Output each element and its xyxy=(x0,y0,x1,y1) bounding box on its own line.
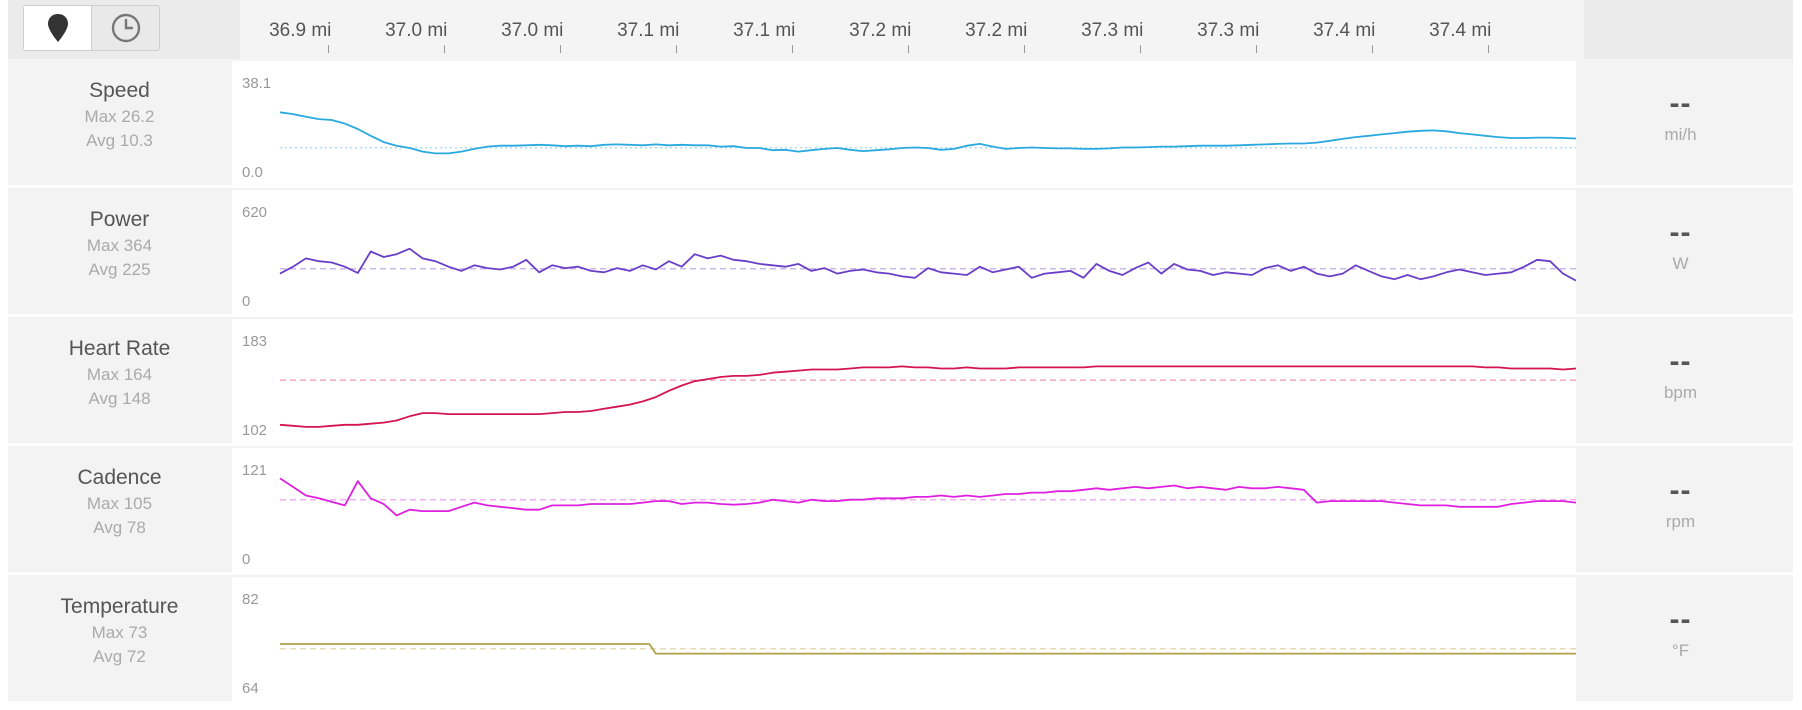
x-tick-label: 37.0 mi xyxy=(385,20,448,41)
power-plot[interactable]: 620 0 xyxy=(232,190,1576,314)
metric-max: Max 164 xyxy=(86,365,153,384)
metric-name: Cadence xyxy=(77,466,162,489)
x-tick-mark xyxy=(792,45,793,53)
x-tick-mark xyxy=(1372,45,1373,53)
x-tick-mark xyxy=(444,45,445,53)
cadence-row: Cadence Max 105 Avg 78 121 0 -- rpm xyxy=(8,446,1793,572)
y-max-label: 121 xyxy=(242,462,268,479)
metric-max: Max 364 xyxy=(86,236,153,255)
y-max-label: 620 xyxy=(242,204,268,221)
series-line xyxy=(280,643,1576,655)
top-toolbar: 36.9 mi 37.0 mi 37.0 mi 37.1 mi 37.1 mi … xyxy=(8,0,1793,59)
x-tick-label: 37.1 mi xyxy=(733,20,796,41)
map-marker-button[interactable] xyxy=(24,6,91,50)
x-tick-mark xyxy=(1488,45,1489,53)
heart-rate-summary: Heart Rate Max 164 Avg 148 xyxy=(8,317,231,443)
metric-name: Power xyxy=(89,208,150,231)
y-max-label: 38.1 xyxy=(242,75,272,92)
temperature-summary: Temperature Max 73 Avg 72 xyxy=(8,575,231,701)
series-line xyxy=(279,365,1576,428)
x-tick-label: 37.4 mi xyxy=(1429,20,1492,41)
x-tick-mark xyxy=(676,45,677,53)
metric-avg: Avg 72 xyxy=(93,647,146,666)
heart-rate-plot[interactable]: 183 102 xyxy=(232,319,1576,443)
speed-summary: Speed Max 26.2 Avg 10.3 xyxy=(8,59,231,185)
x-tick-label: 37.3 mi xyxy=(1081,20,1144,41)
unit-label: mi/h xyxy=(1664,125,1697,144)
heart-rate-row: Heart Rate Max 164 Avg 148 183 102 -- bp… xyxy=(8,317,1793,443)
cadence-chart xyxy=(279,477,1576,517)
y-min-label: 0 xyxy=(242,293,251,310)
current-value: -- xyxy=(1669,216,1692,249)
cadence-plot[interactable]: 121 0 xyxy=(232,448,1576,572)
x-tick-label: 37.2 mi xyxy=(849,20,912,41)
unit-label: W xyxy=(1672,254,1689,273)
power-row: Power Max 364 Avg 225 620 0 -- W xyxy=(8,188,1793,314)
current-value: -- xyxy=(1669,345,1692,378)
metric-avg: Avg 225 xyxy=(88,260,151,279)
view-toggle xyxy=(23,5,160,51)
current-value: -- xyxy=(1669,603,1692,636)
temperature-chart xyxy=(280,643,1576,655)
series-line xyxy=(279,477,1576,517)
metric-max: Max 73 xyxy=(91,623,148,642)
x-tick-mark xyxy=(1256,45,1257,53)
metric-avg: Avg 148 xyxy=(88,389,151,408)
x-tick-label: 37.1 mi xyxy=(617,20,680,41)
heart-rate-readout: -- bpm xyxy=(1568,317,1793,443)
metric-max: Max 105 xyxy=(86,494,153,513)
x-tick-label: 37.0 mi xyxy=(501,20,564,41)
x-tick-label: 36.9 mi xyxy=(269,20,332,41)
current-value: -- xyxy=(1669,87,1692,120)
cadence-summary: Cadence Max 105 Avg 78 xyxy=(8,446,231,572)
unit-label: °F xyxy=(1671,641,1690,660)
x-tick-mark xyxy=(1024,45,1025,53)
x-tick-mark xyxy=(328,45,329,53)
map-marker-icon xyxy=(47,14,68,42)
temperature-readout: -- °F xyxy=(1568,575,1793,701)
unit-label: rpm xyxy=(1665,512,1696,531)
y-min-label: 64 xyxy=(242,680,259,697)
y-max-label: 183 xyxy=(242,333,268,350)
temperature-plot[interactable]: 82 64 xyxy=(232,577,1576,701)
x-tick-label: 37.4 mi xyxy=(1313,20,1376,41)
speed-plot[interactable]: 38.1 0.0 xyxy=(232,61,1576,185)
metric-avg: Avg 10.3 xyxy=(86,131,153,150)
speed-readout: -- mi/h xyxy=(1568,59,1793,185)
metric-name: Speed xyxy=(89,79,150,102)
current-value: -- xyxy=(1669,474,1692,507)
metric-name: Heart Rate xyxy=(68,337,171,360)
speed-chart xyxy=(279,111,1576,155)
x-tick-mark xyxy=(908,45,909,53)
y-min-label: 0.0 xyxy=(242,164,263,181)
y-min-label: 0 xyxy=(242,551,251,568)
metric-name: Temperature xyxy=(60,595,179,618)
power-summary: Power Max 364 Avg 225 xyxy=(8,188,231,314)
x-tick-mark xyxy=(560,45,561,53)
unit-label: bpm xyxy=(1663,383,1698,402)
clock-button[interactable] xyxy=(91,6,159,50)
clock-icon xyxy=(111,13,140,43)
x-tick-mark xyxy=(1140,45,1141,53)
metric-max: Max 26.2 xyxy=(84,107,155,126)
speed-row: Speed Max 26.2 Avg 10.3 38.1 0.0 -- mi/h xyxy=(8,59,1793,185)
x-tick-label: 37.3 mi xyxy=(1197,20,1260,41)
cadence-readout: -- rpm xyxy=(1568,446,1793,572)
series-line xyxy=(279,247,1576,282)
power-chart xyxy=(279,247,1576,282)
temperature-row: Temperature Max 73 Avg 72 82 64 -- °F xyxy=(8,575,1793,701)
y-max-label: 82 xyxy=(242,591,259,608)
x-axis: 36.9 mi 37.0 mi 37.0 mi 37.1 mi 37.1 mi … xyxy=(240,0,1584,59)
metric-avg: Avg 78 xyxy=(93,518,146,537)
y-min-label: 102 xyxy=(242,422,268,439)
power-readout: -- W xyxy=(1568,188,1793,314)
x-tick-label: 37.2 mi xyxy=(965,20,1028,41)
heart-rate-chart xyxy=(279,365,1576,428)
series-line xyxy=(279,111,1576,155)
